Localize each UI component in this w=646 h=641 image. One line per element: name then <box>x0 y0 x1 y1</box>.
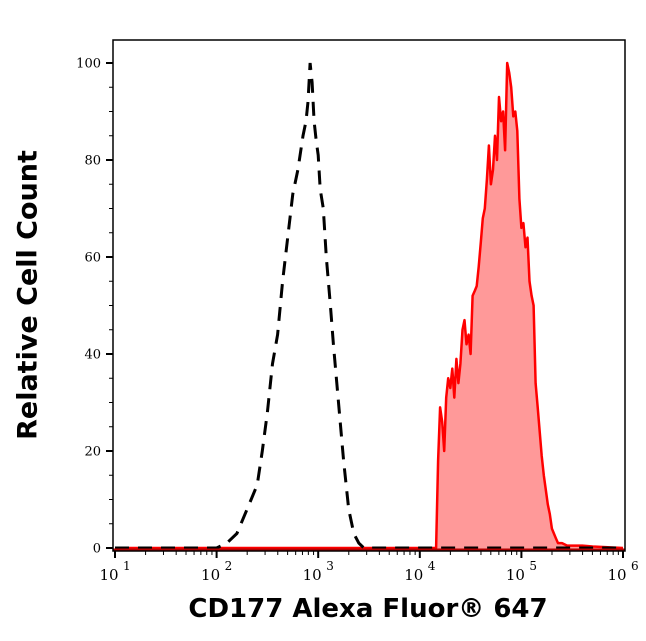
x-tick-exponent: 5 <box>529 559 537 573</box>
x-tick-label: 10 <box>506 566 525 584</box>
y-tick-label: 0 <box>93 542 101 557</box>
x-tick-label: 10 <box>303 566 322 584</box>
x-tick-label: 10 <box>201 566 220 584</box>
x-tick-exponent: 4 <box>428 559 436 573</box>
x-tick-exponent: 3 <box>326 559 334 573</box>
y-tick-label: 40 <box>84 348 101 363</box>
y-axis: 0 20 40 60 80 100 <box>76 57 113 557</box>
y-tick-label: 20 <box>84 445 101 460</box>
y-tick-label: 60 <box>84 251 101 266</box>
series-isotype-line <box>115 62 623 550</box>
plot-frame <box>112 39 626 552</box>
x-tick-exponent: 6 <box>631 559 639 573</box>
x-tick-exponent: 2 <box>225 559 233 573</box>
x-tick-label: 10 <box>607 566 626 584</box>
series-cd177-area <box>115 63 623 550</box>
series-cd177-line <box>115 61 624 550</box>
x-axis-label: CD177 Alexa Fluor® 647 <box>188 594 548 624</box>
y-tick-label: 80 <box>84 154 101 169</box>
x-tick-label: 10 <box>404 566 423 584</box>
y-tick-label: 100 <box>76 57 101 72</box>
y-axis-label: Relative Cell Count <box>12 150 44 440</box>
x-axis: 10 1 10 2 10 3 10 4 10 5 10 6 <box>99 551 639 584</box>
x-tick-label: 10 <box>99 566 118 584</box>
x-tick-exponent: 1 <box>123 559 131 573</box>
series-layer <box>113 61 625 551</box>
